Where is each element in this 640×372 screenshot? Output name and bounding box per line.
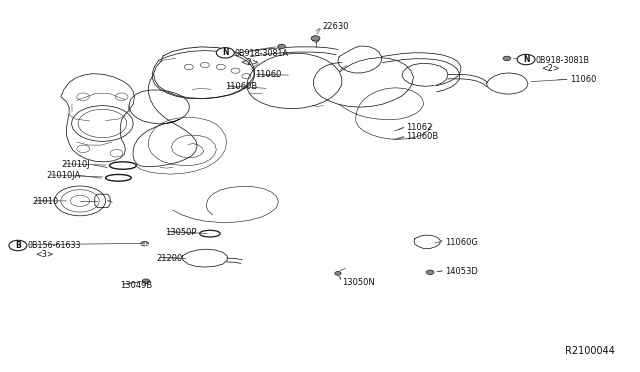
Circle shape [141,241,148,246]
Text: 13050N: 13050N [342,278,374,287]
Circle shape [335,272,341,275]
Text: 11060: 11060 [255,70,281,79]
Text: 21010J: 21010J [61,160,90,169]
Text: 11060: 11060 [570,76,596,84]
Text: 22630: 22630 [322,22,348,31]
Text: 21010JA: 21010JA [46,171,81,180]
Text: 21200: 21200 [157,254,183,263]
Text: N: N [222,48,228,57]
Text: 0B918-3081A: 0B918-3081A [235,49,289,58]
Circle shape [142,279,150,283]
Text: 0B156-61633: 0B156-61633 [28,241,81,250]
Text: 13050P: 13050P [165,228,196,237]
Text: 0B918-3081B: 0B918-3081B [535,56,589,65]
Circle shape [278,44,285,49]
Text: 11062: 11062 [406,123,433,132]
Circle shape [503,56,511,61]
Circle shape [426,270,434,275]
Text: 14053D: 14053D [445,267,477,276]
Text: N: N [523,55,529,64]
Circle shape [311,36,320,41]
Text: <2>: <2> [240,58,259,67]
Text: 13049B: 13049B [120,281,152,290]
Circle shape [517,54,535,65]
Text: <3>: <3> [35,250,54,259]
Circle shape [216,48,234,58]
Text: B: B [15,241,20,250]
Circle shape [9,240,27,251]
Text: R2100044: R2100044 [564,346,614,356]
Text: 11060B: 11060B [406,132,438,141]
Text: <2>: <2> [541,64,559,73]
Text: 11060G: 11060G [445,238,477,247]
Text: 21010: 21010 [32,197,58,206]
Text: 11060B: 11060B [225,82,257,91]
